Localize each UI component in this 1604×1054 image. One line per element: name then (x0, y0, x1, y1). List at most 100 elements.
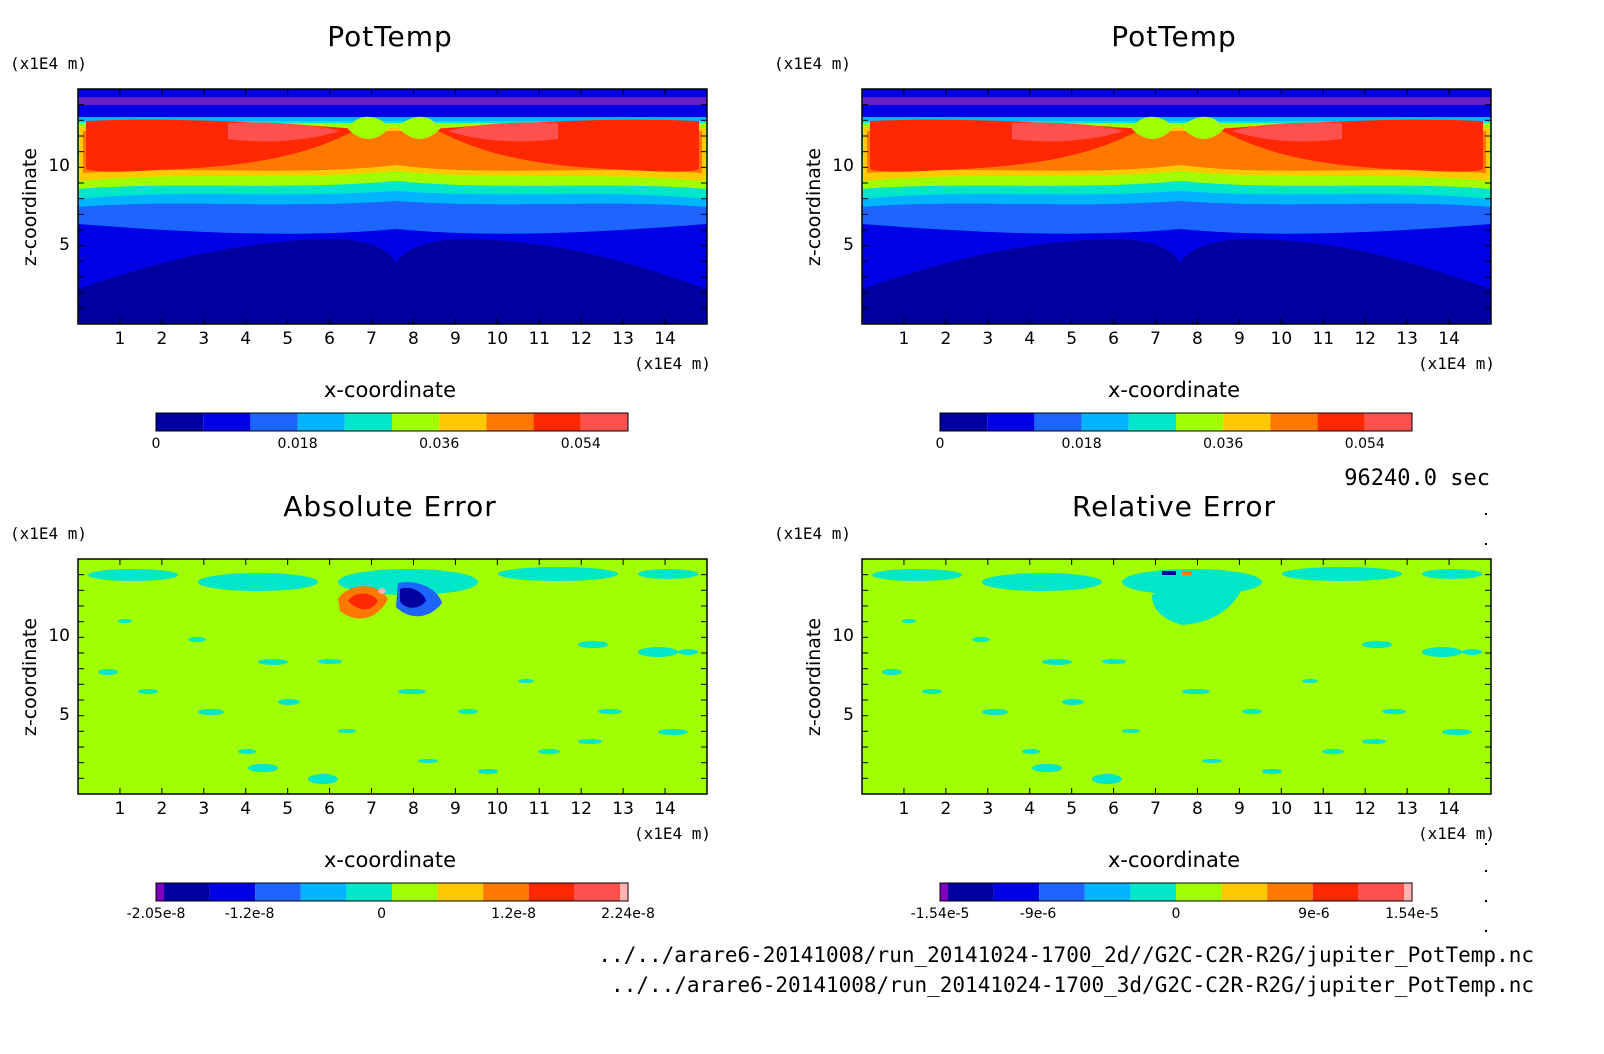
field-spot (1362, 641, 1392, 648)
x-tick-label: 6 (1108, 329, 1119, 349)
field-spot (1042, 659, 1072, 665)
colorbar-swatch (1084, 883, 1131, 901)
error-region (1152, 583, 1242, 625)
panel-absolute-error: Absolute Error (x1E4 m) 1 2 3 4 5 6 7 8 9 10 11 12 1… (0, 470, 780, 950)
x-tick-label: 4 (1024, 329, 1036, 349)
x-tick-label: 5 (282, 799, 294, 819)
z-tick-label: 5 (843, 234, 854, 255)
field-spot (922, 689, 942, 694)
field-spot (1022, 749, 1040, 754)
panel-pottemp-3d: PotTemp (x1E4 m) 1 2 3 4 5 6 7 8 9 10 11 12 13 14 5 10… (774, 0, 1564, 480)
x-tick-label: 11 (1312, 799, 1335, 819)
x-tick-label: 3 (198, 329, 210, 349)
colorbar-tick-label: 1.54e-5 (1385, 906, 1439, 922)
colorbar-swatch (948, 883, 994, 901)
plot-frame (77, 558, 708, 795)
colorbar-swatch (1128, 413, 1176, 431)
colorbar-tick-label: -1.2e-8 (224, 906, 275, 922)
x-tick-label: 14 (654, 329, 676, 349)
colorbar-tick-label: 0 (935, 436, 945, 452)
field-spot (578, 641, 608, 648)
z-tick-label: 10 (48, 626, 70, 647)
field-spot (198, 573, 318, 591)
marker-dot (1485, 543, 1487, 545)
field-spot (1202, 759, 1222, 763)
panel-title: PotTemp (327, 20, 453, 53)
colorbar-swatch (1176, 413, 1224, 431)
field-band (78, 199, 707, 234)
field-spot (518, 679, 534, 683)
x-tick-label: 3 (198, 799, 210, 819)
x-tick-label: 12 (570, 329, 592, 349)
heatmap-plot (77, 88, 708, 325)
colorbar-swatch (1317, 413, 1365, 431)
vortex-left (348, 116, 390, 139)
x-tick-label: 3 (982, 799, 994, 819)
field-spot (198, 709, 224, 715)
x-tick-label: 12 (1354, 799, 1376, 819)
x-tick-label: 10 (486, 799, 509, 819)
vortex-right (1182, 116, 1224, 139)
x-unit-label: (x1E4 m) (634, 824, 712, 843)
field-top-stripe (78, 97, 707, 105)
field-spot (308, 774, 338, 784)
heatmap-plot (861, 88, 1492, 325)
panel-pottemp-2d: PotTemp (x1E4 m) 1 2 3 4 5 6 7 8 9 10 11 12 13 14 5 10… (0, 0, 780, 480)
x-tick-label: 5 (1066, 329, 1078, 349)
error-lobe-positive-core (348, 593, 378, 610)
colorbar-swatch (297, 413, 345, 431)
z-unit-label: (x1E4 m) (10, 524, 88, 543)
colorbar-tick-label: 9e-6 (1298, 906, 1330, 922)
x-tick-label: 8 (1192, 799, 1203, 819)
field-spot (318, 659, 342, 664)
field-spot (1422, 569, 1482, 579)
colorbar-swatch (580, 413, 628, 431)
colorbar-tick-label: 0.036 (1203, 436, 1244, 452)
x-tick-label: 13 (1396, 799, 1418, 819)
x-tick-label: 13 (612, 799, 634, 819)
x-tick-label: 1 (114, 329, 126, 349)
field-spot (1362, 739, 1386, 744)
colorbar-swatch (437, 883, 484, 901)
x-tick-label: 9 (449, 329, 461, 349)
x-tick-label: 4 (240, 799, 252, 819)
colorbar-tick-label: -1.54e-5 (910, 906, 970, 922)
z-axis-label: z-coordinate (19, 617, 41, 737)
colorbar-tick-label: 0 (151, 436, 161, 452)
field-spot (658, 729, 688, 735)
colorbar-swatch (392, 413, 440, 431)
x-tick-label: 5 (1066, 799, 1078, 819)
x-tick-label: 9 (449, 799, 461, 819)
colorbar-tick-label: -2.05e-8 (126, 906, 186, 922)
x-tick-label: 6 (324, 329, 335, 349)
colorbar-swatch (486, 413, 534, 431)
colorbar-swatch (620, 883, 628, 901)
colorbar-swatch (203, 413, 251, 431)
z-unit-label: (x1E4 m) (774, 524, 852, 543)
panel-title: Absolute Error (283, 490, 497, 523)
z-axis-label: z-coordinate (803, 147, 825, 267)
colorbar-swatch (987, 413, 1035, 431)
file-path-2d: ../../arare6-20141008/run_20141024-1700_… (598, 943, 1534, 967)
colorbar-swatch (1081, 413, 1129, 431)
x-tick-label: 11 (1312, 329, 1335, 349)
x-axis-label: x-coordinate (1107, 378, 1240, 402)
colorbar-swatch (1034, 413, 1082, 431)
colorbar-swatch (250, 413, 298, 431)
z-unit-label: (x1E4 m) (774, 54, 852, 73)
marker-dot (1485, 513, 1487, 515)
x-tick-label: 11 (528, 329, 551, 349)
x-tick-label: 1 (898, 799, 910, 819)
colorbar-swatch (1176, 883, 1222, 901)
field-spot (478, 769, 498, 774)
x-tick-label: 12 (1354, 329, 1376, 349)
field-spot (118, 619, 132, 623)
field-spot (88, 569, 178, 581)
x-tick-label: 8 (408, 329, 419, 349)
time-label: 96240.0 sec (1344, 466, 1490, 491)
z-axis-label: z-coordinate (803, 617, 825, 737)
field-hot-left (1012, 122, 1124, 142)
x-tick-label: 14 (1438, 329, 1460, 349)
z-unit-label: (x1E4 m) (10, 54, 88, 73)
field-spot (982, 573, 1102, 591)
